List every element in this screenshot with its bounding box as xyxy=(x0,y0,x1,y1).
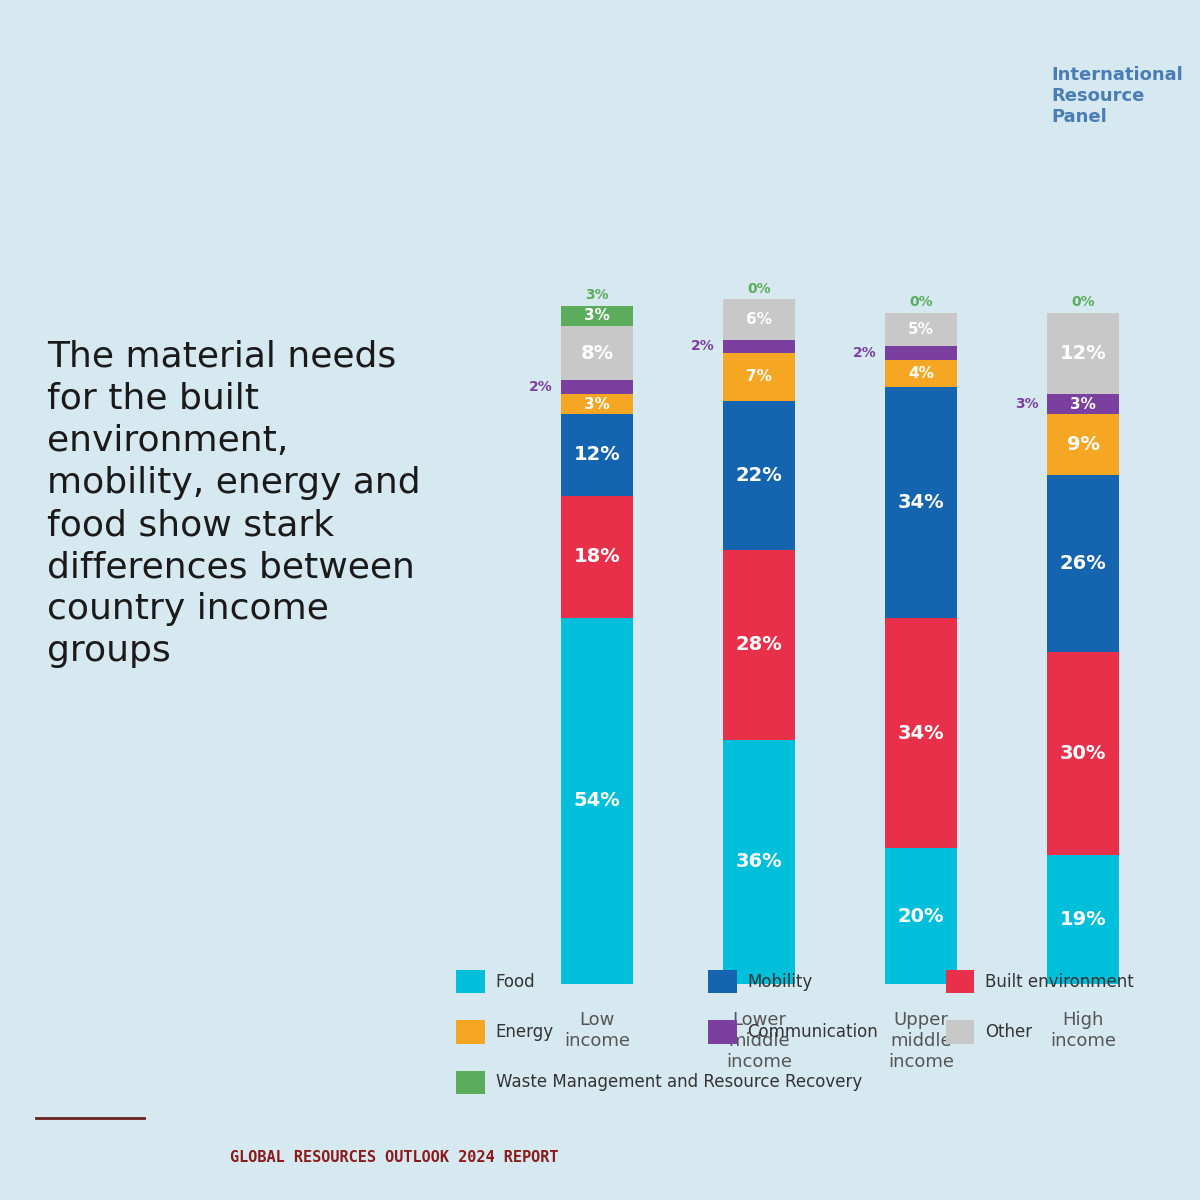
Text: 2%: 2% xyxy=(691,340,714,354)
Text: International
Resource
Panel: International Resource Panel xyxy=(1051,66,1183,126)
Text: 5%: 5% xyxy=(908,322,934,337)
Text: 18%: 18% xyxy=(574,547,620,566)
Text: 30%: 30% xyxy=(1060,744,1106,763)
Text: 2%: 2% xyxy=(853,347,876,360)
Bar xyxy=(722,340,796,353)
Text: 12%: 12% xyxy=(574,445,620,464)
Text: Low
income: Low income xyxy=(564,1012,630,1050)
Text: 0%: 0% xyxy=(748,282,770,295)
Text: Communication: Communication xyxy=(748,1022,878,1040)
Bar xyxy=(722,353,796,401)
Bar xyxy=(1046,312,1120,394)
Text: 19%: 19% xyxy=(1060,910,1106,929)
Text: 7%: 7% xyxy=(746,370,772,384)
Text: Lower
middle
income: Lower middle income xyxy=(726,1012,792,1070)
Text: 28%: 28% xyxy=(736,635,782,654)
Text: 26%: 26% xyxy=(1060,554,1106,572)
Text: 36%: 36% xyxy=(736,852,782,871)
Bar xyxy=(1046,414,1120,475)
Text: Energy: Energy xyxy=(496,1022,553,1040)
Bar xyxy=(560,496,634,618)
Text: Food: Food xyxy=(496,972,535,991)
Text: 3%: 3% xyxy=(1015,397,1038,412)
Bar xyxy=(722,550,796,740)
Text: 4%: 4% xyxy=(908,366,934,382)
FancyBboxPatch shape xyxy=(946,970,974,994)
Text: 3%: 3% xyxy=(584,396,610,412)
Bar xyxy=(1046,856,1120,984)
Text: 8%: 8% xyxy=(581,343,613,362)
Bar xyxy=(560,326,634,380)
Bar xyxy=(560,306,634,326)
Bar xyxy=(722,740,796,984)
FancyBboxPatch shape xyxy=(708,1020,737,1044)
Text: GLOBAL RESOURCES OUTLOOK 2024 REPORT: GLOBAL RESOURCES OUTLOOK 2024 REPORT xyxy=(230,1151,559,1165)
Text: Upper
middle
income: Upper middle income xyxy=(888,1012,954,1070)
Bar xyxy=(884,347,958,360)
Text: 54%: 54% xyxy=(574,791,620,810)
Text: 22%: 22% xyxy=(736,466,782,485)
Bar xyxy=(884,388,958,618)
Bar xyxy=(884,360,958,388)
FancyBboxPatch shape xyxy=(456,970,485,994)
Text: 0%: 0% xyxy=(910,295,932,310)
Bar xyxy=(1046,652,1120,856)
FancyBboxPatch shape xyxy=(456,1070,485,1094)
Text: 2%: 2% xyxy=(529,380,552,394)
Bar xyxy=(1046,475,1120,652)
FancyBboxPatch shape xyxy=(946,1020,974,1044)
Text: 3%: 3% xyxy=(586,288,608,302)
Text: Other: Other xyxy=(985,1022,1032,1040)
Text: Waste Management and Resource Recovery: Waste Management and Resource Recovery xyxy=(496,1073,862,1092)
Text: 0%: 0% xyxy=(1072,295,1094,310)
Text: 12%: 12% xyxy=(1060,343,1106,362)
Text: 34%: 34% xyxy=(898,724,944,743)
Bar xyxy=(1046,394,1120,414)
Text: 34%: 34% xyxy=(898,493,944,512)
Bar xyxy=(884,312,958,347)
Bar xyxy=(560,414,634,496)
Text: Mobility: Mobility xyxy=(748,972,812,991)
FancyBboxPatch shape xyxy=(708,970,737,994)
Text: 3%: 3% xyxy=(584,308,610,324)
Bar xyxy=(560,394,634,414)
Bar xyxy=(884,848,958,984)
Text: 6%: 6% xyxy=(746,312,772,326)
Text: High
income: High income xyxy=(1050,1012,1116,1050)
Bar xyxy=(722,299,796,340)
Text: 9%: 9% xyxy=(1067,436,1099,455)
Text: The material needs
for the built
environment,
mobility, energy and
food show sta: The material needs for the built environ… xyxy=(47,340,420,668)
Bar xyxy=(884,618,958,848)
Text: Built environment: Built environment xyxy=(985,972,1134,991)
Bar xyxy=(722,401,796,550)
Bar xyxy=(560,380,634,394)
Bar xyxy=(560,618,634,984)
Text: 20%: 20% xyxy=(898,907,944,925)
Text: 3%: 3% xyxy=(1070,396,1096,412)
FancyBboxPatch shape xyxy=(456,1020,485,1044)
